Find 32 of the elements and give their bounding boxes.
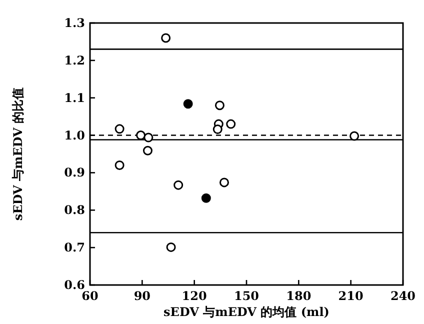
y-tick-label: 1.2: [64, 53, 85, 68]
y-tick-label: 0.9: [64, 166, 85, 180]
y-tick-label: 1.3: [64, 16, 85, 30]
x-tick-label: 150: [234, 289, 260, 303]
point: [219, 178, 229, 188]
point: [114, 160, 124, 170]
point: [161, 33, 171, 43]
point: [226, 119, 236, 129]
point: [214, 100, 224, 110]
x-tick-label: 180: [286, 289, 312, 303]
x-tick-label: 210: [338, 289, 364, 303]
x-tick-label: 120: [182, 289, 207, 303]
point: [350, 131, 360, 141]
point: [144, 132, 154, 142]
point: [201, 193, 211, 203]
y-tick-label: 0.6: [64, 278, 85, 292]
y-tick-label: 1.0: [64, 128, 85, 142]
point: [142, 146, 152, 156]
point: [183, 99, 193, 109]
y-tick-label: 0.8: [64, 203, 85, 218]
point: [114, 124, 124, 134]
x-tick-label: 240: [390, 289, 416, 303]
point: [166, 242, 176, 252]
point: [136, 130, 146, 140]
x-tick-label: 60: [82, 289, 98, 303]
point: [174, 180, 184, 190]
x-axis-title: sEDV 与mEDV 的均值 (ml): [164, 305, 330, 319]
point: [212, 124, 222, 134]
y-tick-label: 1.1: [64, 90, 85, 105]
y-tick-label: 0.7: [64, 240, 85, 255]
y-axis-title: sEDV 与mEDV 的比值: [11, 87, 25, 221]
x-tick-label: 90: [134, 289, 151, 303]
